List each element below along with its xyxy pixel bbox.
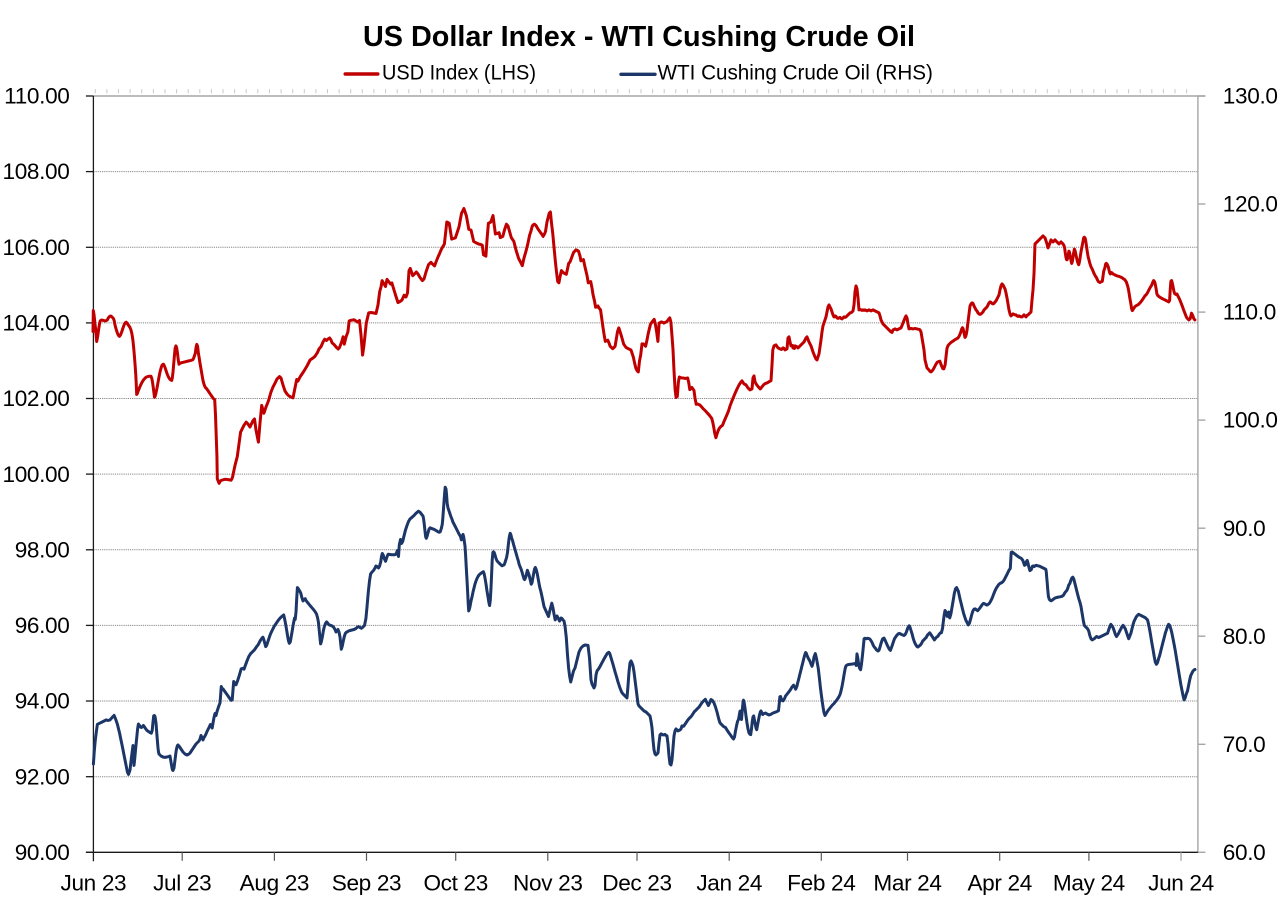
- svg-text:Jun 23: Jun 23: [61, 871, 127, 896]
- svg-text:60.0: 60.0: [1223, 840, 1266, 865]
- svg-text:108.00: 108.00: [2, 159, 69, 184]
- svg-text:94.00: 94.00: [15, 689, 70, 714]
- svg-text:110.00: 110.00: [4, 84, 69, 109]
- svg-text:Jun 24: Jun 24: [1148, 871, 1214, 896]
- svg-text:Sep 23: Sep 23: [332, 871, 402, 896]
- svg-text:Oct 23: Oct 23: [423, 871, 487, 896]
- svg-text:130.0: 130.0: [1223, 84, 1278, 109]
- svg-text:May 24: May 24: [1053, 871, 1125, 896]
- svg-text:Jul 23: Jul 23: [153, 871, 211, 896]
- svg-text:80.0: 80.0: [1223, 624, 1266, 649]
- svg-text:USD Index (LHS): USD Index (LHS): [382, 61, 536, 85]
- svg-text:Dec 23: Dec 23: [602, 871, 672, 896]
- svg-text:Jan 24: Jan 24: [696, 871, 762, 896]
- svg-text:102.00: 102.00: [2, 386, 69, 411]
- svg-text:Mar 24: Mar 24: [873, 871, 941, 896]
- svg-text:WTI Cushing Crude Oil (RHS): WTI Cushing Crude Oil (RHS): [658, 61, 933, 85]
- svg-text:Feb 24: Feb 24: [787, 871, 855, 896]
- svg-text:96.00: 96.00: [15, 613, 70, 638]
- svg-text:120.0: 120.0: [1223, 192, 1278, 217]
- svg-text:92.00: 92.00: [15, 764, 70, 789]
- svg-text:US Dollar Index - WTI Cushing: US Dollar Index - WTI Cushing Crude Oil: [363, 21, 915, 53]
- svg-text:100.00: 100.00: [2, 462, 69, 487]
- svg-text:104.00: 104.00: [2, 311, 69, 336]
- svg-text:110.0: 110.0: [1223, 300, 1276, 325]
- svg-text:70.0: 70.0: [1223, 732, 1266, 757]
- svg-text:98.00: 98.00: [15, 537, 70, 562]
- svg-text:90.0: 90.0: [1223, 516, 1266, 541]
- svg-text:Nov 23: Nov 23: [513, 871, 583, 896]
- svg-text:100.0: 100.0: [1223, 408, 1278, 433]
- svg-text:90.00: 90.00: [15, 840, 70, 865]
- svg-text:106.00: 106.00: [2, 235, 69, 260]
- svg-text:Apr 24: Apr 24: [967, 871, 1031, 896]
- svg-text:Aug 23: Aug 23: [240, 871, 310, 896]
